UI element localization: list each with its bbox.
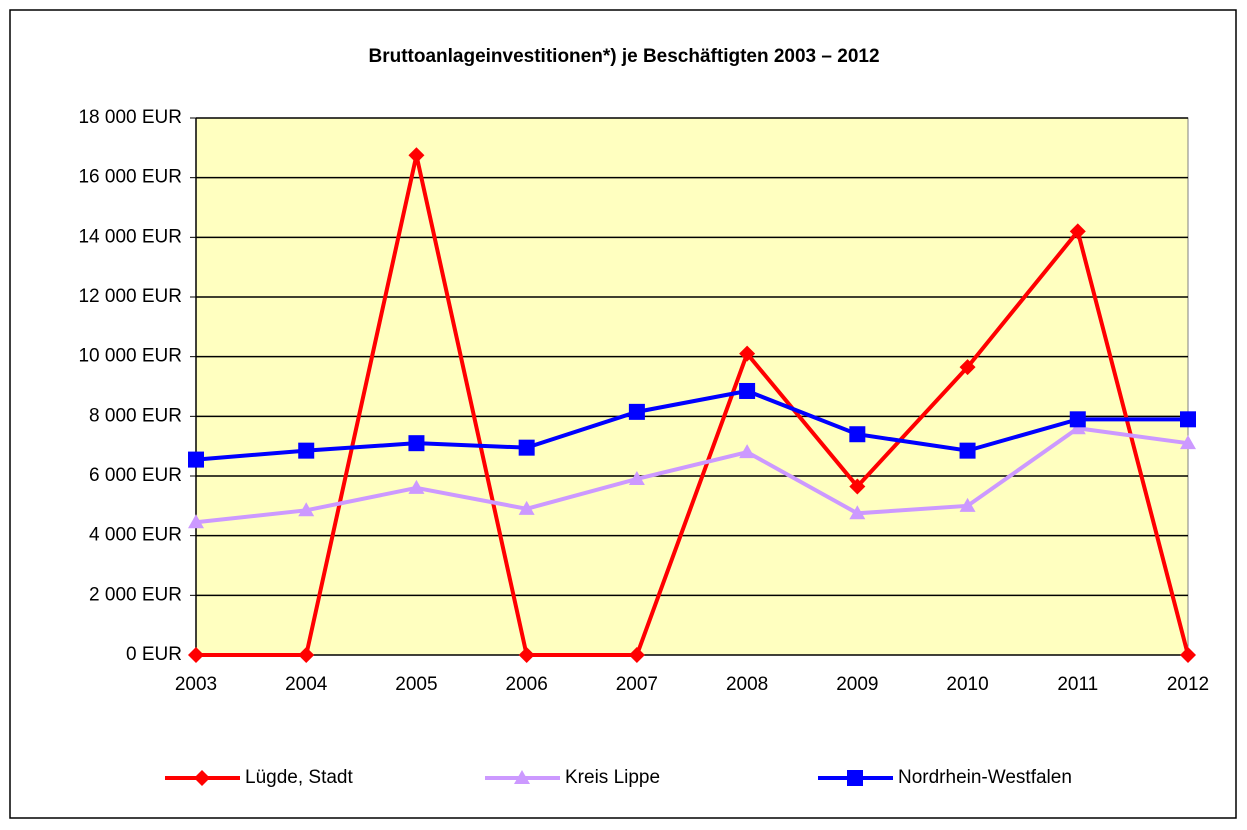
plot-area [195, 117, 1189, 656]
marker [188, 451, 204, 468]
series-line [195, 388, 1188, 462]
x-tick-label: 2006 [506, 674, 548, 695]
x-tick-label: 2010 [946, 674, 988, 695]
marker [849, 426, 866, 443]
y-tick-label: 18 000 EUR [78, 107, 182, 128]
y-tick-label: 0 EUR [126, 644, 182, 665]
marker [298, 442, 315, 459]
marker [408, 147, 425, 164]
y-tick-label: 12 000 EUR [78, 286, 182, 307]
marker [298, 502, 315, 517]
marker [188, 514, 204, 529]
marker [849, 478, 866, 495]
marker [628, 470, 645, 485]
marker [959, 359, 976, 376]
marker [849, 505, 866, 520]
marker [188, 647, 204, 663]
marker [408, 435, 425, 452]
y-tick-label: 10 000 EUR [78, 346, 182, 367]
x-tick-label: 2009 [836, 674, 878, 695]
x-tick-label: 2011 [1057, 674, 1098, 695]
x-tick-label: 2005 [395, 674, 437, 695]
x-tick-label: 2008 [726, 674, 768, 695]
y-tick-label: 2 000 EUR [89, 584, 182, 605]
legend-label: Lügde, Stadt [245, 767, 353, 788]
marker [739, 382, 756, 399]
marker [847, 770, 863, 786]
marker [628, 647, 645, 663]
marker [628, 403, 645, 420]
marker [1069, 411, 1086, 428]
y-tick-label: 8 000 EUR [89, 405, 182, 426]
y-tick-label: 6 000 EUR [89, 465, 182, 486]
chart-title: Bruttoanlageinvestitionen*) je Beschäfti… [368, 46, 879, 67]
marker [959, 497, 976, 512]
y-tick-label: 4 000 EUR [89, 525, 182, 546]
marker [1069, 223, 1086, 240]
x-tick-label: 2004 [285, 674, 328, 695]
marker [518, 647, 535, 663]
legend-label: Kreis Lippe [565, 767, 660, 788]
series-line [196, 154, 1190, 657]
marker [1180, 647, 1196, 663]
x-tick-label: 2007 [616, 674, 658, 695]
marker [518, 439, 535, 456]
marker [518, 500, 535, 515]
x-tick-label: 2003 [175, 674, 217, 695]
y-tick-label: 14 000 EUR [78, 226, 182, 247]
series-line [195, 426, 1189, 525]
marker [408, 479, 425, 494]
y-tick-label: 16 000 EUR [78, 167, 182, 188]
marker [739, 444, 756, 459]
marker [194, 770, 210, 786]
marker [514, 770, 530, 784]
x-tick-label: 2012 [1167, 674, 1209, 695]
marker [298, 647, 315, 663]
legend-label: Nordrhein-Westfalen [898, 767, 1072, 788]
marker [1180, 411, 1196, 428]
marker [739, 345, 756, 362]
marker [959, 442, 976, 459]
marker [1180, 435, 1196, 450]
